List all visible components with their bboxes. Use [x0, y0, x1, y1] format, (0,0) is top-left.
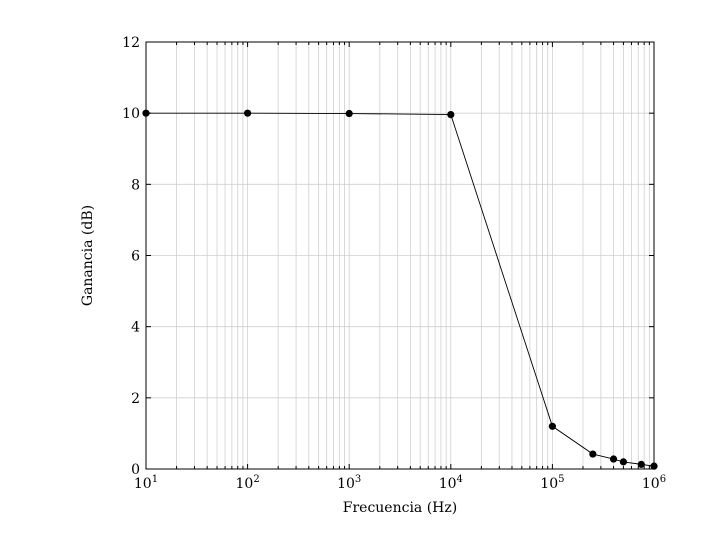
data-point — [244, 109, 252, 117]
data-point — [345, 109, 353, 118]
series-line — [146, 112, 655, 467]
y-tick-label: 10 — [122, 106, 140, 122]
x-tick-labels: 101 102 103 104 105 106 — [134, 474, 666, 492]
y-tick-label: 0 — [131, 462, 140, 478]
data-point — [548, 422, 557, 430]
tick-marks — [145, 41, 655, 470]
data-point — [447, 110, 455, 119]
x-tick-label: 103 — [337, 474, 361, 492]
y-tick-label: 8 — [131, 177, 140, 193]
data-point — [637, 460, 645, 468]
series-layer — [142, 109, 658, 470]
y-tick-label: 6 — [131, 249, 140, 265]
x-tick-label: 105 — [540, 474, 564, 492]
y-tick-label: 2 — [131, 391, 140, 407]
x-tick-label: 106 — [642, 474, 666, 492]
y-tick-label: 4 — [131, 320, 140, 336]
x-tick-label: 104 — [439, 474, 463, 492]
y-tick-label: 12 — [122, 35, 140, 51]
data-point — [589, 450, 597, 458]
grid — [145, 41, 655, 470]
data-point — [619, 458, 628, 466]
x-axis-label: Frecuencia (Hz) — [343, 500, 457, 516]
y-tick-labels: 0 2 4 6 8 10 12 — [122, 35, 140, 478]
data-point — [609, 455, 618, 463]
x-tick-label: 101 — [134, 474, 158, 492]
x-tick-label: 102 — [235, 474, 259, 492]
y-axis-label: Ganancia (dB) — [80, 205, 96, 306]
